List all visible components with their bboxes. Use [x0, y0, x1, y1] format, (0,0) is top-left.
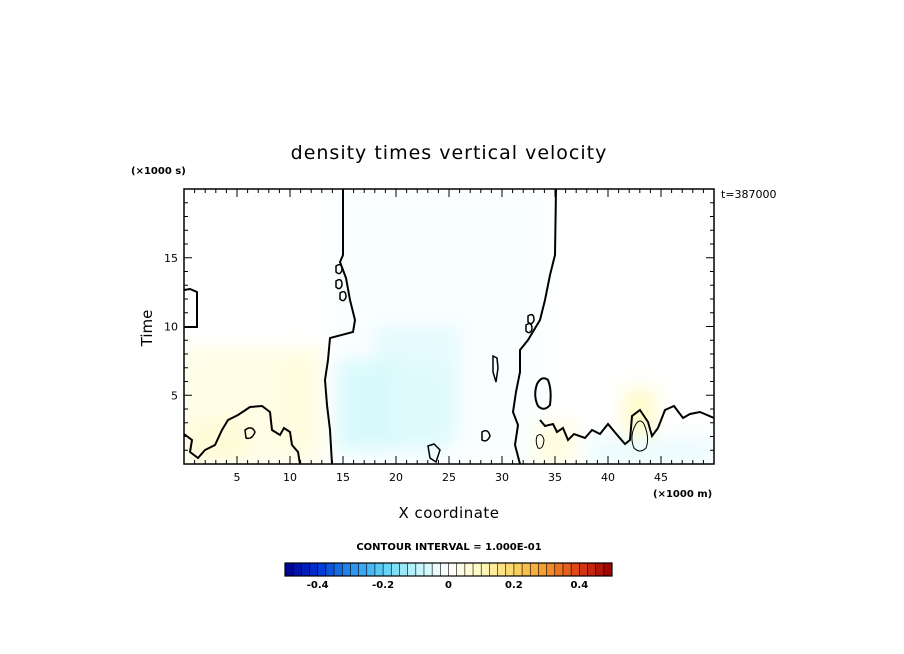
- y-axis-ticks: 5 10 15: [164, 188, 714, 465]
- contour-left-edge-loop: [184, 287, 198, 328]
- colorbar-swatch: [432, 563, 441, 576]
- colorbar-tick-label: -0.4: [307, 580, 329, 591]
- colorbar-swatch: [513, 563, 523, 576]
- field-region-9: [586, 436, 714, 464]
- colorbar-swatch: [603, 563, 613, 576]
- contour-bottom-left-fringe: [184, 404, 301, 464]
- colorbar-swatch: [456, 563, 466, 576]
- colorbar-tick-label: 0.2: [505, 580, 523, 591]
- colorbar-swatch: [505, 563, 515, 576]
- colorbar-swatch: [538, 563, 547, 576]
- x-tick-label: 5: [234, 471, 241, 484]
- contour-bottom-right-fringe: [539, 404, 714, 446]
- colorbar-swatch: [309, 563, 318, 576]
- colorbar-swatch: [325, 563, 335, 576]
- contour-small-loop-left: [244, 427, 256, 440]
- colorbar-swatch: [530, 563, 539, 576]
- contour-loop-upper-left-1: [335, 263, 343, 275]
- x-tick-label: 45: [654, 471, 668, 484]
- x-tick-label: 15: [336, 471, 350, 484]
- contour-loop-right-2: [525, 322, 533, 334]
- colorbar-swatch: [293, 563, 302, 576]
- y-tick-label: 5: [171, 389, 178, 402]
- contour-small-loop-mid-1: [427, 443, 441, 464]
- y-tick-label: 10: [164, 321, 178, 334]
- x-unit-label: (×1000 m): [653, 489, 712, 500]
- colorbar-swatch: [285, 563, 294, 576]
- colorbar-swatch: [579, 563, 588, 576]
- colorbar-swatch: [415, 563, 425, 576]
- colorbar-swatch: [481, 563, 490, 576]
- contour-interval-label: CONTOUR INTERVAL = 1.000E-01: [356, 542, 541, 553]
- colorbar-swatch: [489, 563, 498, 576]
- colorbar-swatch: [562, 563, 572, 576]
- field-region-5: [337, 360, 396, 451]
- colorbar-swatch: [334, 563, 343, 576]
- colorbar-swatch: [374, 563, 384, 576]
- x-tick-label: 40: [601, 471, 615, 484]
- x-tick-label: 35: [548, 471, 562, 484]
- x-axis-title: X coordinate: [398, 504, 499, 522]
- x-tick-label: 10: [283, 471, 297, 484]
- colorbar-swatch: [317, 563, 327, 576]
- y-axis-title: Time: [138, 310, 156, 348]
- contour-loop-closed-right: [534, 377, 552, 410]
- zero-contour-right: [511, 189, 557, 464]
- colorbar-swatch: [473, 563, 482, 576]
- shaded-field-layer: [184, 189, 714, 464]
- colorbar-swatch: [423, 563, 433, 576]
- colorbar-swatch: [448, 563, 457, 576]
- time-stamp-label: t=387000: [721, 188, 777, 201]
- contour-loop-upper-left-2: [335, 278, 343, 290]
- field-region-2: [279, 354, 322, 451]
- colorbar-tick-label: 0.4: [570, 580, 588, 591]
- contour-positive-loop-small: [535, 434, 545, 449]
- colorbar-frame: [284, 562, 613, 577]
- chart-title: density times vertical velocity: [291, 142, 608, 164]
- field-region-6: [396, 367, 449, 451]
- colorbar-swatch: [464, 563, 474, 576]
- colorbar-swatch: [587, 563, 596, 576]
- colorbar-swatch: [546, 563, 556, 576]
- x-axis-ticks: 5 10 15 20 25 30 35 40 45: [183, 189, 715, 484]
- y-tick-label: 15: [164, 252, 178, 265]
- colorbar-swatch: [301, 563, 310, 576]
- colorbar-swatch: [595, 563, 605, 576]
- contour-lines: [184, 189, 714, 464]
- colorbar-swatch: [497, 563, 507, 576]
- contour-loop-upper-left-3: [339, 290, 347, 302]
- colorbar-swatch: [399, 563, 408, 576]
- colorbar-tick-label: -0.2: [372, 580, 394, 591]
- colorbar-swatch: [554, 563, 564, 576]
- colorbar-swatch: [383, 563, 392, 576]
- colorbar-swatch: [358, 563, 368, 576]
- zero-contour-left: [323, 189, 357, 464]
- colorbar-swatch: [366, 563, 376, 576]
- x-tick-label: 25: [442, 471, 456, 484]
- colorbar-swatch: [522, 563, 531, 576]
- x-tick-label: 30: [495, 471, 509, 484]
- contour-loop-stalk: [492, 354, 499, 383]
- colorbar-swatch: [440, 563, 449, 576]
- colorbar-tick-label: 0: [445, 580, 452, 591]
- contour-small-loop-mid-2: [481, 429, 491, 442]
- colorbar-swatch: [342, 563, 351, 576]
- y-unit-label: (×1000 s): [131, 166, 186, 177]
- colorbar: -0.4 -0.2 0 0.2 0.4: [284, 562, 613, 591]
- colorbar-swatch: [350, 563, 359, 576]
- colorbar-swatch: [407, 563, 417, 576]
- colorbar-swatch: [571, 563, 580, 576]
- colorbar-swatch: [391, 563, 400, 576]
- x-tick-label: 20: [389, 471, 403, 484]
- contour-positive-loop: [631, 420, 649, 452]
